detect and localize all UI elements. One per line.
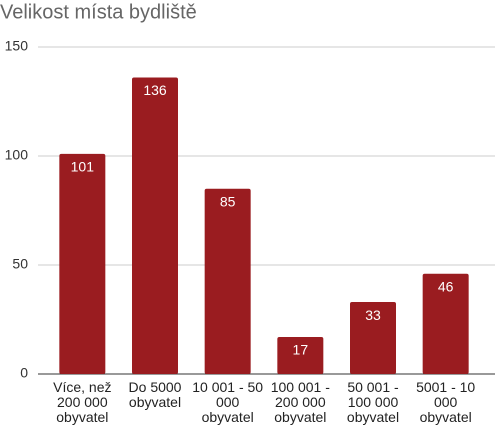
y-tick-label: 150 xyxy=(5,38,29,54)
value-label: 101 xyxy=(71,159,95,175)
bar xyxy=(204,188,251,374)
value-label: 17 xyxy=(293,342,309,358)
bar xyxy=(422,273,469,374)
x-tick-label: 10 001 - 50 000 obyvatel xyxy=(192,379,264,425)
value-label: 33 xyxy=(365,307,381,323)
value-label: 85 xyxy=(220,193,236,209)
x-tick-label: 50 001 - 100 000 obyvatel xyxy=(346,379,400,425)
bar xyxy=(59,153,106,374)
bar xyxy=(277,336,324,374)
y-tick-label: 100 xyxy=(5,147,29,163)
chart-title: Velikost místa bydliště xyxy=(0,1,197,23)
bar xyxy=(132,77,178,375)
bar xyxy=(350,302,396,374)
value-label: 46 xyxy=(438,278,454,294)
y-tick-label: 50 xyxy=(12,256,28,272)
x-tick-label: 100 001 - 200 000 obyvatel xyxy=(270,379,330,425)
x-tick-label: Do 5000 obyvatel xyxy=(128,379,182,410)
x-tick-label: Více, než 200 000 obyvatel xyxy=(53,379,112,425)
value-label: 136 xyxy=(143,82,167,98)
x-tick-label: 5001 - 10 000 obyvatel xyxy=(416,379,476,425)
y-tick-label: 0 xyxy=(20,365,28,381)
